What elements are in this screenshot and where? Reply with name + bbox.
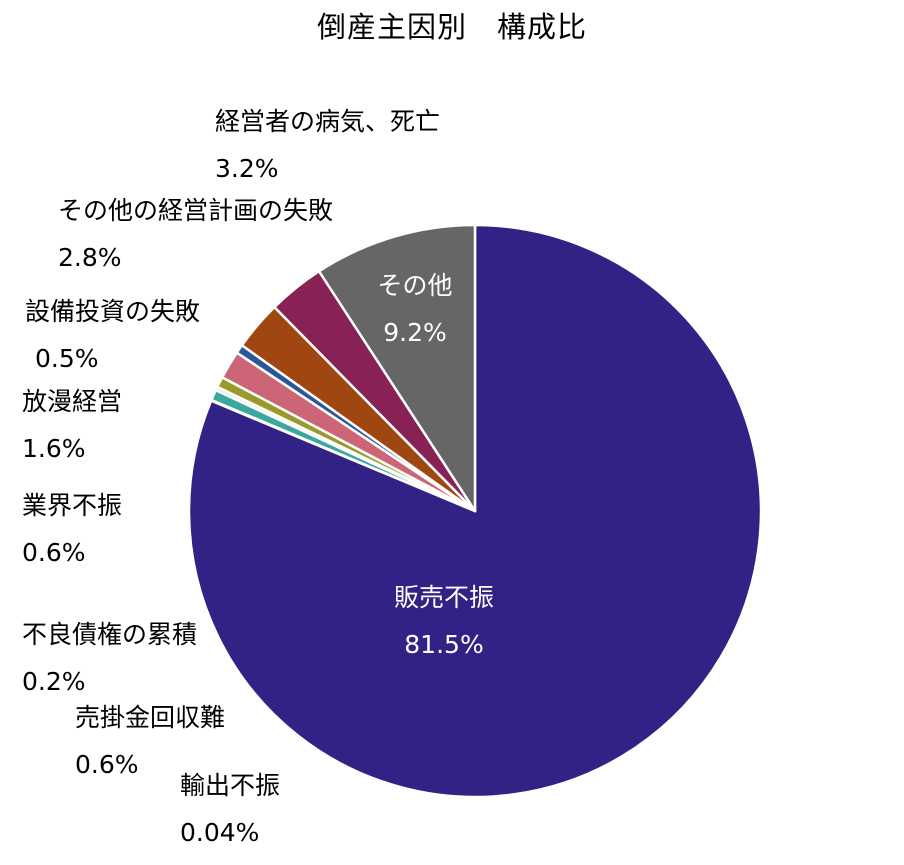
label-lax-management-name: 放漫経営: [22, 387, 123, 416]
label-industry-slump: 業界不振 0.6%: [22, 482, 122, 576]
label-owner-illness: 経営者の病気、死亡 3.2%: [215, 98, 440, 192]
label-industry-slump-name: 業界不振: [22, 491, 123, 520]
label-industry-slump-value: 0.6%: [22, 538, 86, 567]
slice-other: [317, 223, 477, 513]
label-other: その他 9.2%: [345, 262, 485, 356]
label-sales-slump: 販売不振 81.5%: [344, 574, 544, 668]
chart-title: 倒産主因別 構成比: [316, 10, 587, 44]
label-capex-failure-value: 0.5%: [35, 344, 99, 373]
label-sales-slump-value: 81.5%: [404, 630, 484, 659]
label-receivables-value: 0.6%: [75, 750, 139, 779]
label-bad-debts-name: 不良債権の累積: [22, 620, 198, 649]
label-other-plan-failure-name: その他の経営計画の失敗: [58, 196, 334, 225]
label-export-slump-name: 輸出不振: [180, 771, 281, 800]
label-bad-debts: 不良債権の累積 0.2%: [22, 611, 197, 705]
label-bad-debts-value: 0.2%: [22, 667, 86, 696]
label-owner-illness-name: 経営者の病気、死亡: [215, 107, 441, 136]
label-owner-illness-value: 3.2%: [215, 154, 279, 183]
label-lax-management-value: 1.6%: [22, 434, 86, 463]
label-other-name: その他: [377, 271, 453, 300]
label-capex-failure: 設備投資の失敗 0.5%: [25, 288, 200, 382]
label-capex-failure-name: 設備投資の失敗: [25, 297, 201, 326]
label-receivables-name: 売掛金回収難: [75, 703, 226, 732]
label-receivables: 売掛金回収難 0.6%: [75, 694, 225, 788]
label-sales-slump-name: 販売不振: [393, 583, 494, 612]
label-lax-management: 放漫経営 1.6%: [22, 378, 122, 472]
label-export-slump: 輸出不振 0.04%: [180, 762, 280, 856]
label-other-value: 9.2%: [383, 318, 447, 347]
label-export-slump-value: 0.04%: [180, 818, 260, 847]
label-other-plan-failure-value: 2.8%: [58, 243, 122, 272]
label-other-plan-failure: その他の経営計画の失敗 2.8%: [58, 187, 333, 281]
